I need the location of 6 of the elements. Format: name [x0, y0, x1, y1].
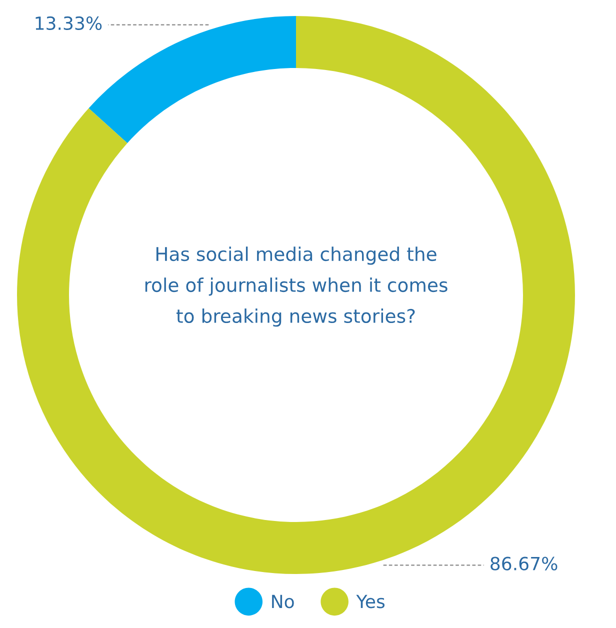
legend-label: Yes [356, 594, 385, 608]
legend-label: No [272, 594, 294, 608]
donut-slice [17, 16, 575, 574]
data-label: 86.67% [490, 556, 558, 570]
text: Has social media changed the role of journalists when it comes to breaking news stories? [145, 246, 448, 327]
data-label: 13.33% [36, 16, 102, 30]
